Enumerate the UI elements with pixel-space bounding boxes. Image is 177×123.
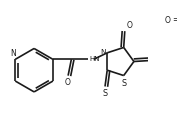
Text: S: S (102, 89, 108, 98)
Text: =N: =N (172, 15, 177, 24)
Text: S: S (121, 79, 126, 88)
Text: O: O (65, 78, 71, 87)
Text: HN: HN (89, 56, 100, 62)
Text: N: N (101, 49, 106, 55)
Text: O: O (127, 21, 132, 30)
Text: O: O (164, 16, 170, 25)
Text: N: N (11, 49, 16, 58)
